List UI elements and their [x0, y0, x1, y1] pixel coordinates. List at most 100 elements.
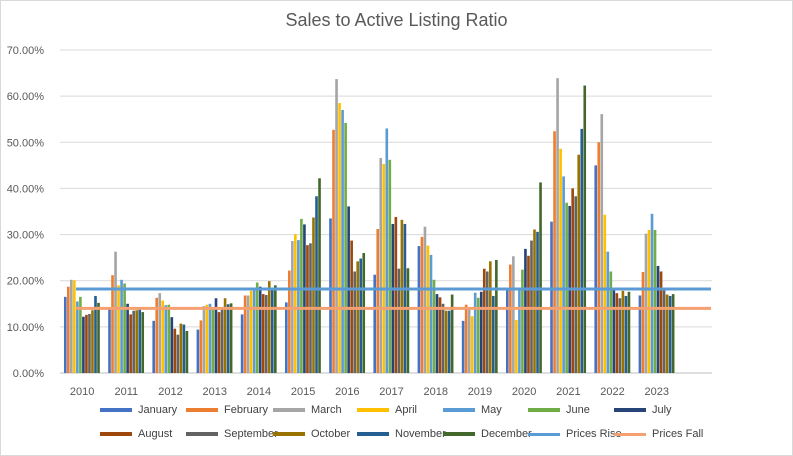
bar-february-2022 — [597, 142, 601, 373]
bar-may-2016 — [341, 109, 344, 373]
bar-september-2019 — [485, 271, 489, 373]
bar-june-2012 — [167, 304, 171, 373]
bar-october-2011 — [135, 310, 138, 373]
bar-february-2018 — [420, 236, 424, 373]
x-tick-label: 2018 — [423, 386, 447, 398]
legend-swatch — [357, 408, 389, 412]
bar-november-2019 — [492, 295, 495, 373]
bar-february-2015 — [288, 270, 291, 373]
bar-september-2018 — [441, 303, 445, 373]
x-tick-label: 2023 — [645, 386, 669, 398]
bar-december-2014 — [274, 285, 277, 373]
bar-november-2016 — [359, 258, 363, 373]
legend-swatch — [273, 432, 305, 436]
bar-april-2023 — [647, 229, 651, 373]
bar-october-2010 — [91, 310, 94, 373]
bar-july-2010 — [82, 316, 85, 373]
bar-january-2012 — [152, 320, 156, 373]
bar-january-2022 — [594, 165, 598, 373]
bar-october-2014 — [267, 281, 271, 373]
bar-september-2012 — [176, 334, 180, 373]
y-tick-label: 10.00% — [7, 322, 45, 334]
bar-august-2019 — [482, 268, 486, 373]
bar-april-2021 — [559, 148, 562, 373]
legend-swatch — [186, 432, 218, 436]
legend-label: August — [138, 428, 173, 440]
bar-january-2014 — [240, 314, 244, 373]
bar-june-2022 — [609, 271, 613, 373]
x-tick-label: 2017 — [379, 386, 403, 398]
legend-item: March — [273, 404, 342, 416]
legend-swatch — [443, 408, 475, 412]
bar-december-2015 — [318, 178, 321, 373]
legend-item: June — [528, 404, 590, 416]
bar-november-2021 — [580, 128, 584, 373]
bar-march-2018 — [423, 226, 427, 373]
bar-april-2015 — [294, 234, 297, 373]
bar-november-2020 — [536, 231, 539, 373]
chart-legend: January February March April May June July Aug… — [0, 404, 793, 452]
legend-swatch — [273, 408, 305, 412]
legend-item: April — [357, 404, 417, 416]
legend-label: December — [481, 428, 532, 440]
legend-label: Prices Rise — [566, 428, 622, 440]
legend-label: January — [138, 404, 178, 416]
bar-july-2020 — [524, 248, 527, 373]
bar-april-2014 — [249, 290, 253, 373]
bar-august-2023 — [659, 271, 663, 373]
bar-august-2016 — [350, 240, 353, 373]
bar-march-2013 — [202, 306, 206, 373]
bar-august-2013 — [217, 312, 221, 373]
bar-february-2011 — [111, 275, 114, 373]
x-tick-label: 2015 — [291, 386, 315, 398]
bar-august-2021 — [571, 188, 574, 373]
bar-april-2013 — [205, 304, 209, 373]
bar-february-2016 — [332, 129, 335, 373]
bar-october-2018 — [444, 310, 448, 373]
legend-swatch — [443, 432, 475, 436]
legend-label: March — [311, 404, 342, 416]
bar-november-2012 — [182, 324, 186, 373]
y-tick-label: 30.00% — [7, 230, 45, 242]
bar-june-2015 — [300, 218, 303, 373]
bar-february-2019 — [464, 304, 468, 373]
bar-november-2011 — [138, 307, 142, 373]
bar-january-2017 — [373, 274, 377, 373]
bar-february-2010 — [66, 286, 70, 373]
bar-august-2020 — [527, 255, 530, 373]
legend-item: January — [100, 404, 177, 416]
bar-july-2022 — [612, 288, 616, 373]
bar-october-2015 — [312, 217, 315, 373]
bar-january-2010 — [63, 296, 67, 373]
bar-march-2011 — [114, 251, 117, 373]
legend-swatch — [528, 432, 560, 436]
bar-june-2014 — [255, 282, 259, 373]
bar-may-2012 — [164, 305, 168, 373]
legend-item: December — [443, 428, 532, 440]
bar-september-2021 — [574, 196, 578, 373]
bar-july-2014 — [258, 286, 262, 373]
legend-item: October — [273, 428, 350, 440]
legend-swatch — [614, 432, 646, 436]
bar-november-2013 — [226, 304, 230, 373]
bar-july-2017 — [391, 223, 395, 373]
bar-may-2017 — [385, 128, 389, 373]
bar-november-2014 — [270, 289, 274, 373]
bar-august-2012 — [173, 328, 177, 373]
bar-november-2017 — [403, 223, 407, 373]
legend-label: November — [395, 428, 446, 440]
bar-january-2013 — [196, 329, 200, 373]
bar-may-2013 — [208, 303, 212, 373]
x-tick-label: 2019 — [468, 386, 492, 398]
bar-december-2017 — [406, 268, 410, 373]
bar-october-2020 — [533, 229, 536, 373]
bar-october-2022 — [621, 290, 625, 373]
bar-september-2014 — [264, 295, 268, 373]
bar-september-2013 — [220, 307, 224, 373]
bar-june-2017 — [388, 159, 392, 373]
bar-july-2012 — [170, 317, 174, 373]
legend-label: February — [224, 404, 269, 416]
bar-april-2017 — [382, 163, 386, 373]
bar-october-2017 — [400, 219, 404, 373]
bar-january-2019 — [461, 320, 465, 373]
